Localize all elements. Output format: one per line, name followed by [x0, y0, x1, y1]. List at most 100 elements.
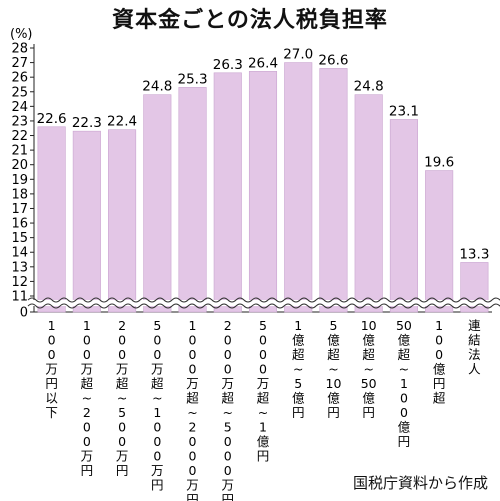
x-tick-label: 下 — [45, 405, 58, 420]
y-tick-label: 24 — [11, 100, 28, 115]
x-tick-label: 1 — [400, 376, 408, 391]
x-tick-label: 0 — [118, 347, 126, 362]
data-label: 27.0 — [283, 47, 313, 63]
x-tick-label: 0 — [83, 420, 91, 435]
bar — [284, 62, 313, 313]
x-tick-label: 0 — [118, 434, 126, 449]
x-tick-label: 0 — [224, 362, 232, 377]
x-tick-label: 1 — [435, 318, 443, 333]
x-tick-label: 億 — [292, 391, 305, 406]
axis-break-line — [27, 297, 500, 303]
data-label: 24.8 — [354, 79, 384, 95]
y-tick-label: 11 — [11, 290, 28, 305]
bar — [389, 119, 418, 313]
x-tick-label: 10 — [326, 376, 342, 391]
x-tick-label: 2 — [118, 318, 126, 333]
x-tick-label: 万 — [222, 376, 235, 391]
x-tick-label: ~ — [187, 405, 197, 420]
data-label: 26.4 — [248, 55, 278, 71]
x-tick-label: 万 — [81, 362, 94, 377]
x-tick-label: 人 — [468, 362, 481, 377]
x-tick-label: 万 — [257, 376, 270, 391]
x-tick-label: 0 — [400, 391, 408, 406]
y-tick-label: 23 — [11, 114, 28, 129]
x-tick-label: 0 — [189, 362, 197, 377]
y-tick-label: 0 — [20, 306, 28, 321]
x-tick-label: 0 — [224, 449, 232, 464]
x-tick-label: 1 — [189, 318, 197, 333]
x-tick-label: 億 — [257, 434, 270, 449]
x-tick-label: 万 — [151, 362, 164, 377]
y-tick-label: 16 — [11, 217, 28, 232]
x-tick-label: 0 — [189, 333, 197, 348]
x-tick-label: 0 — [189, 347, 197, 362]
x-tick-label: 0 — [435, 347, 443, 362]
x-tick-label: 円 — [151, 478, 164, 493]
x-tick-label: 0 — [153, 333, 161, 348]
x-tick-label: 円 — [45, 376, 58, 391]
x-tick-label: 5 — [118, 405, 126, 420]
data-label: 26.6 — [318, 52, 348, 68]
x-tick-label: 0 — [118, 420, 126, 435]
data-label: 25.3 — [178, 71, 208, 87]
x-tick-label: ~ — [223, 405, 233, 420]
x-tick-label: ~ — [152, 391, 162, 406]
x-tick-label: 円 — [433, 376, 446, 391]
x-tick-label: 万 — [222, 478, 235, 493]
x-tick-label: 0 — [224, 463, 232, 478]
data-label: 24.8 — [142, 79, 172, 95]
x-tick-label: 0 — [48, 333, 56, 348]
y-tick-label: 14 — [11, 246, 28, 261]
x-tick-label: 超 — [292, 347, 305, 362]
x-tick-label: 円 — [257, 449, 270, 464]
x-tick-label: 超 — [327, 347, 340, 362]
x-tick-label: 億 — [327, 333, 340, 348]
x-tick-label: 0 — [259, 362, 267, 377]
x-tick-label: 連 — [468, 318, 481, 333]
x-tick-label: 万 — [186, 478, 199, 493]
x-tick-label: 0 — [189, 463, 197, 478]
x-tick-label: 円 — [222, 492, 235, 501]
x-tick-label: 以 — [45, 391, 58, 406]
x-tick-label: 5 — [294, 376, 302, 391]
x-tick-label: 0 — [153, 347, 161, 362]
x-tick-label: 0 — [48, 347, 56, 362]
x-tick-label: 超 — [222, 391, 235, 406]
bar — [37, 126, 66, 313]
x-tick-label: 円 — [292, 405, 305, 420]
bar — [72, 130, 101, 313]
y-tick-label: 15 — [11, 231, 28, 246]
x-tick-label: 1 — [153, 405, 161, 420]
x-tick-label: 万 — [151, 463, 164, 478]
x-tick-label: ~ — [293, 362, 303, 377]
x-tick-label: ~ — [82, 391, 92, 406]
x-tick-label: 0 — [224, 347, 232, 362]
x-tick-label: 万 — [81, 449, 94, 464]
data-label: 22.3 — [72, 115, 102, 131]
x-tick-label: 円 — [81, 463, 94, 478]
x-tick-label: 円 — [362, 405, 375, 420]
x-tick-label: 5 — [329, 318, 337, 333]
y-tick-label: 25 — [11, 85, 28, 100]
bar — [319, 68, 348, 313]
y-tick-label: 13 — [11, 260, 28, 275]
x-tick-label: 0 — [435, 333, 443, 348]
x-tick-label: 超 — [151, 376, 164, 391]
x-tick-label: 億 — [433, 362, 446, 377]
data-label: 26.3 — [213, 57, 243, 73]
y-tick-label: 21 — [11, 144, 28, 159]
x-tick-label: ~ — [258, 405, 268, 420]
x-tick-label: 0 — [400, 405, 408, 420]
x-tick-label: 2 — [224, 318, 232, 333]
x-tick-label: 0 — [83, 434, 91, 449]
x-tick-label: 0 — [118, 333, 126, 348]
x-tick-label: 0 — [189, 449, 197, 464]
x-tick-label: 超 — [81, 376, 94, 391]
data-label: 19.6 — [424, 155, 454, 171]
y-tick-label: 19 — [11, 173, 28, 188]
x-tick-label: 億 — [398, 333, 411, 348]
x-tick-label: 万 — [45, 362, 58, 377]
x-tick-label: 0 — [83, 333, 91, 348]
x-tick-label: 億 — [362, 333, 375, 348]
x-tick-label: 超 — [186, 391, 199, 406]
